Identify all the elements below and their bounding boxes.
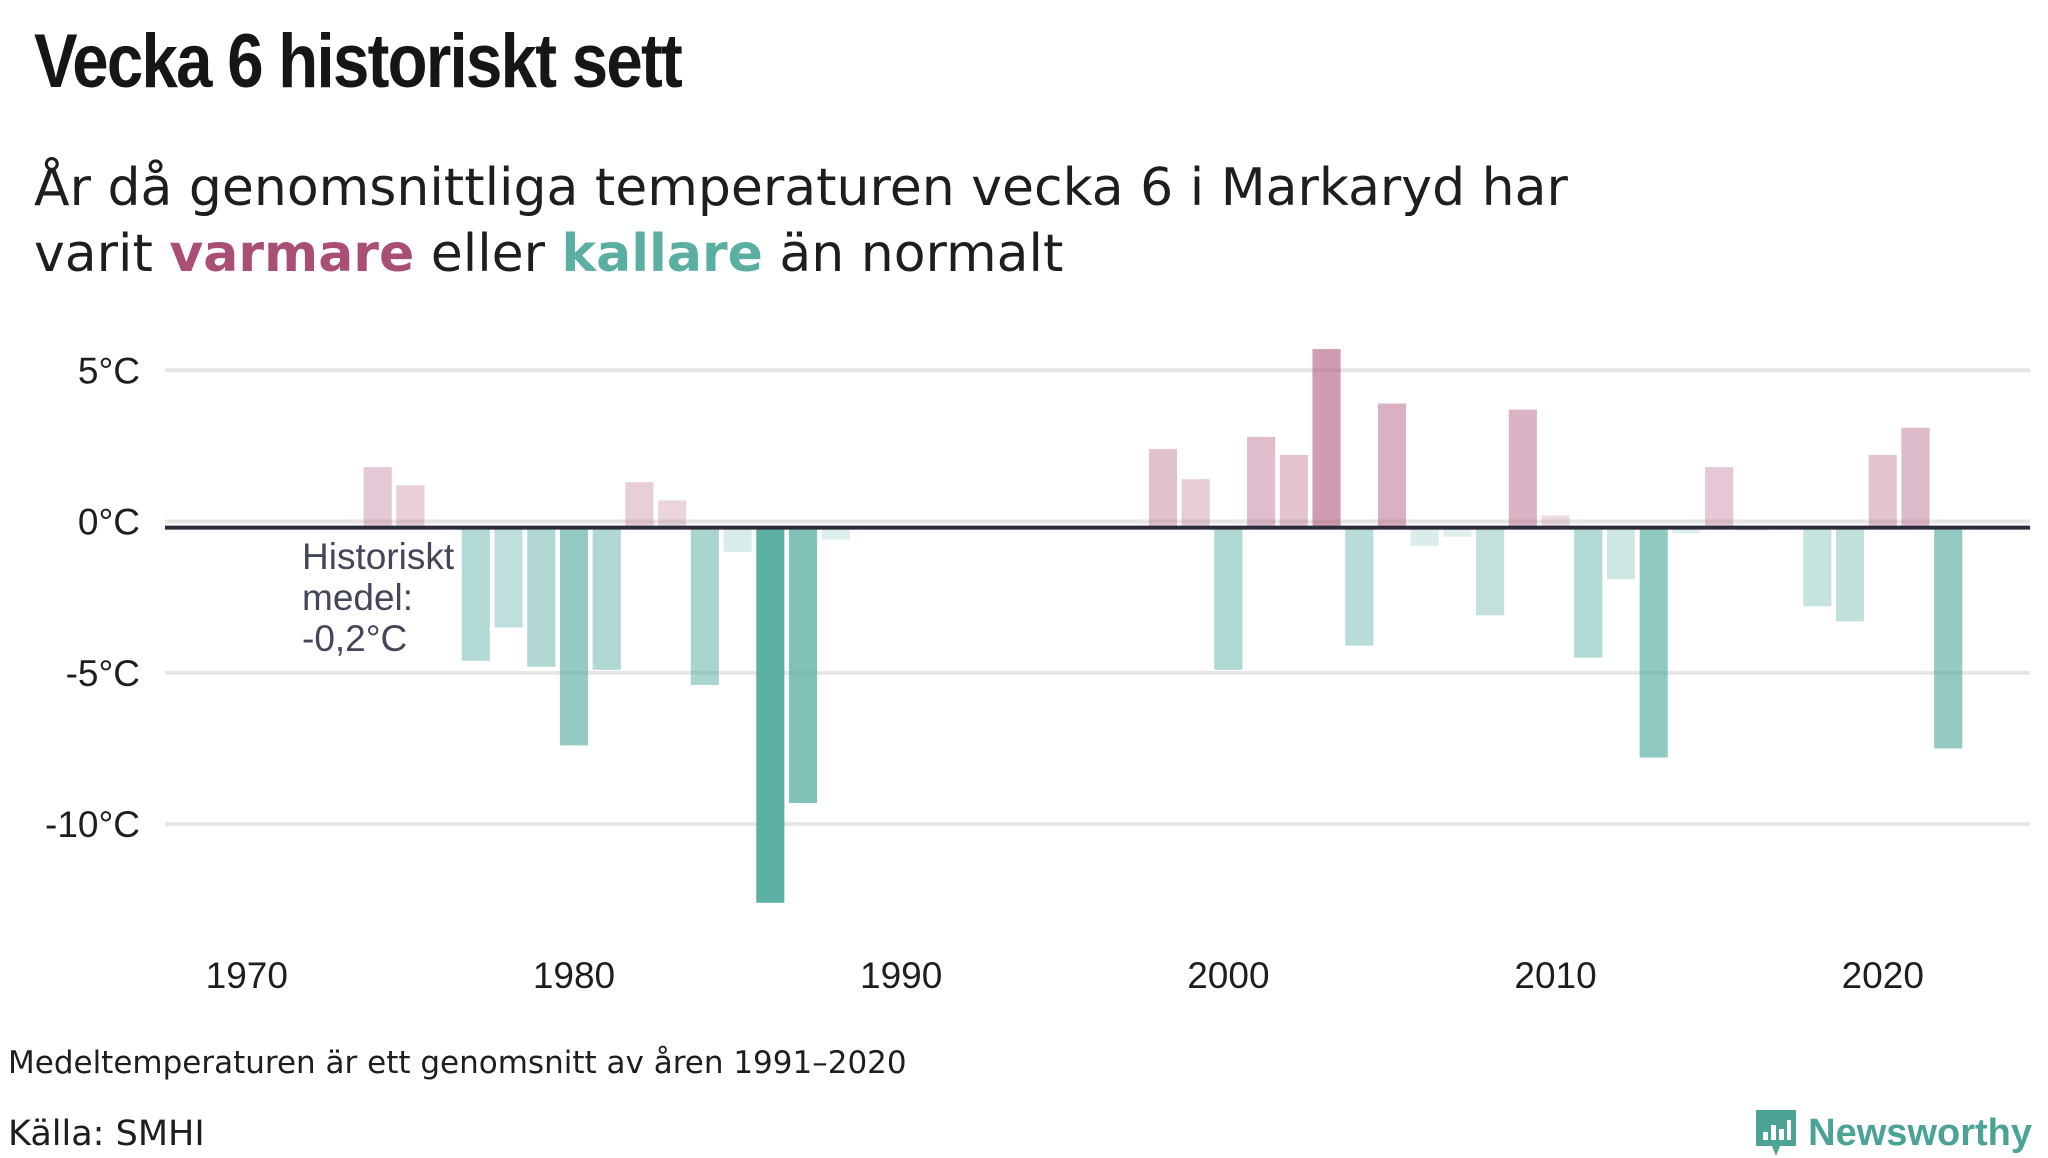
bar-2009 <box>1508 409 1537 528</box>
subtitle-line1: År då genomsnittliga temperaturen vecka … <box>34 158 1568 218</box>
bar-2015 <box>1705 467 1734 528</box>
footnote: Medeltemperaturen är ett genomsnitt av å… <box>8 1045 907 1081</box>
logo-text: Newsworthy <box>1808 1111 2032 1154</box>
chart-subtitle: År då genomsnittliga temperaturen vecka … <box>34 155 1634 287</box>
bar-1978 <box>494 527 523 628</box>
source-label: Källa: SMHI <box>8 1114 205 1154</box>
bar-2010 <box>1541 515 1570 528</box>
bar-1974 <box>363 467 392 528</box>
y-tick-label: -10°C <box>45 804 140 845</box>
bar-2002 <box>1279 454 1308 528</box>
bar-2021 <box>1901 427 1930 528</box>
x-tick-label: 1980 <box>533 955 615 996</box>
bar-1975 <box>396 485 425 528</box>
x-tick-label: 2010 <box>1514 955 1596 996</box>
newsworthy-logo[interactable]: Newsworthy <box>1754 1108 2032 1158</box>
bar-1984 <box>690 527 719 685</box>
bar-2004 <box>1345 527 1374 646</box>
bar-1987 <box>788 527 818 803</box>
bar-1999 <box>1181 479 1210 528</box>
bar-2008 <box>1476 527 1505 616</box>
x-tick-label: 2020 <box>1842 955 1924 996</box>
subtitle-cold-word: kallare <box>561 224 763 284</box>
bar-1980 <box>559 527 589 746</box>
bar-1982 <box>625 482 654 528</box>
bar-2013 <box>1639 527 1668 758</box>
bar-2011 <box>1574 527 1603 658</box>
x-tick-label: 1970 <box>206 955 288 996</box>
bar-2003 <box>1312 349 1341 528</box>
bar-1977 <box>461 527 490 661</box>
y-axis-ticks: 5°C 0°C -5°C -10°C <box>45 350 140 845</box>
bar-2007 <box>1443 527 1472 537</box>
subtitle-warm-word: varmare <box>169 224 415 284</box>
bar-1983 <box>658 500 687 528</box>
y-tick-label: 0°C <box>78 502 140 543</box>
x-axis-ticks: 1970 1980 1990 2000 2010 2020 <box>206 955 1924 996</box>
bar-2001 <box>1247 436 1276 528</box>
bar-2020 <box>1868 454 1897 528</box>
bar-1988 <box>821 527 850 540</box>
bar-2006 <box>1410 527 1439 546</box>
bar-2014 <box>1672 527 1701 534</box>
gridlines <box>165 368 2030 827</box>
chart-title: Vecka 6 historiskt sett <box>34 19 683 104</box>
subtitle-post: än normalt <box>779 224 1064 284</box>
bar-1981 <box>592 527 621 670</box>
baseline-annotation: Historiskt medel: -0,2°C <box>302 536 455 659</box>
bars <box>363 349 1963 903</box>
bar-2012 <box>1606 527 1636 580</box>
x-tick-label: 2000 <box>1187 955 1269 996</box>
y-tick-label: 5°C <box>78 350 140 391</box>
bar-1985 <box>723 527 752 552</box>
bar-2022 <box>1934 527 1963 749</box>
bar-2005 <box>1377 403 1407 528</box>
y-tick-label: -5°C <box>66 653 140 694</box>
bar-1979 <box>527 527 556 667</box>
subtitle-mid: eller <box>430 224 546 284</box>
bar-2000 <box>1214 527 1243 670</box>
bar-1998 <box>1148 448 1178 528</box>
bar-2019 <box>1835 527 1865 622</box>
bar-2018 <box>1803 527 1832 607</box>
bar-1986 <box>756 527 785 903</box>
x-tick-label: 1990 <box>860 955 942 996</box>
newsworthy-chart-icon <box>1756 1110 1797 1156</box>
subtitle-pre: varit <box>34 224 153 284</box>
